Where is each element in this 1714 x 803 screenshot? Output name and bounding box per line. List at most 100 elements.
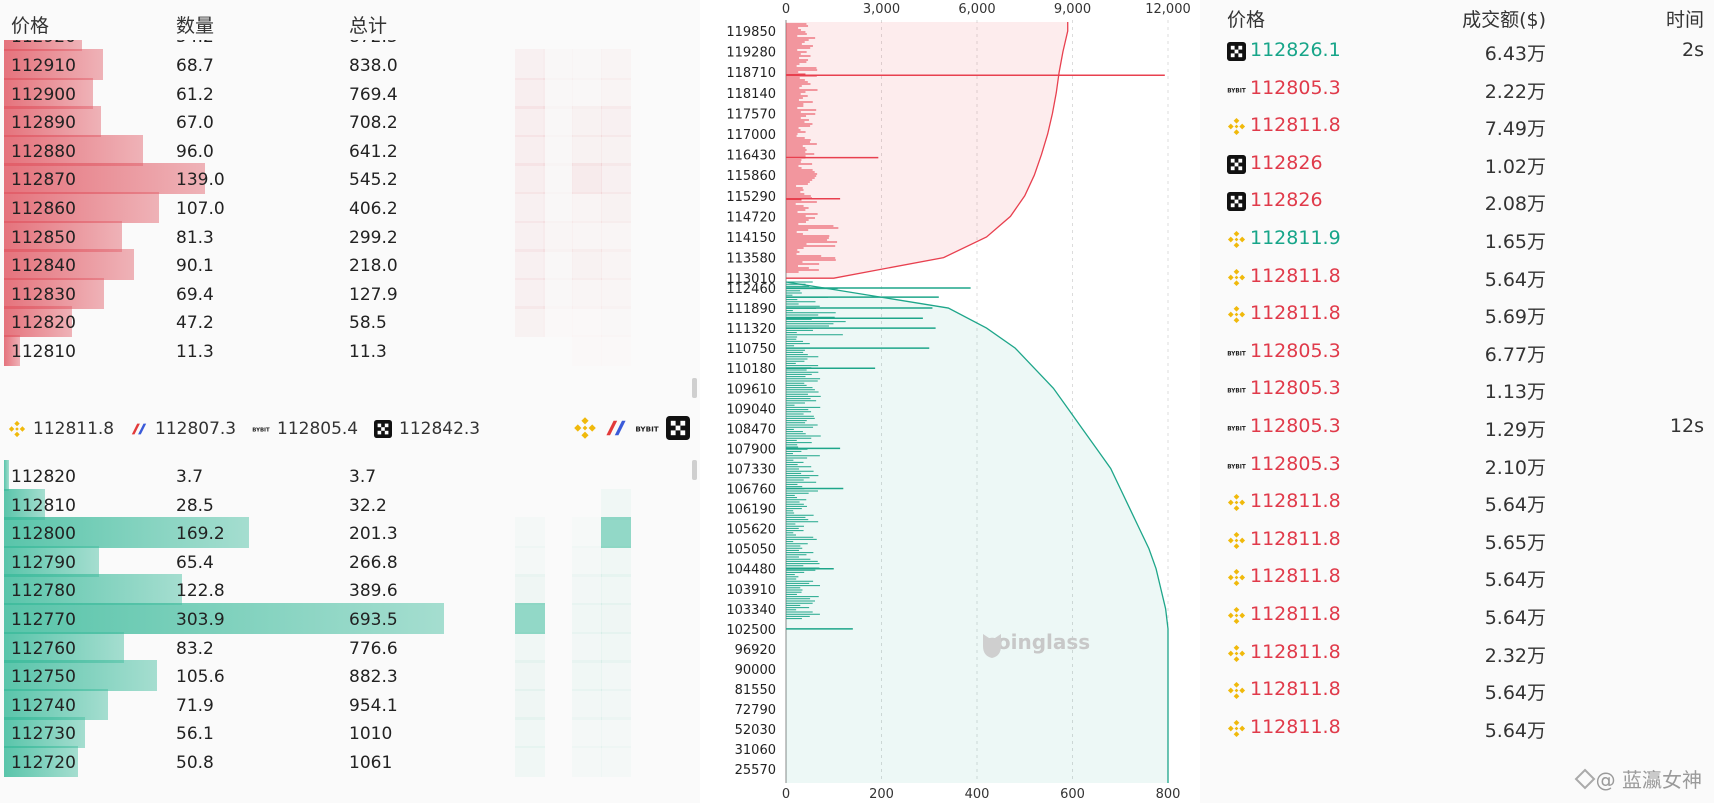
- ask-row[interactable]: 112860 107.0 406.2: [0, 192, 700, 223]
- trade-row[interactable]: 112811.8 2.32万: [1200, 635, 1714, 672]
- bid-depth-bar: [4, 688, 109, 720]
- bybit-icon: BYBIT: [635, 416, 659, 440]
- bybit-icon: BYBIT: [1227, 380, 1246, 399]
- ask-row[interactable]: 112910 68.7 838.0: [0, 49, 700, 80]
- author-signature: @ 蓝瀛女神: [1574, 764, 1702, 793]
- ask-row[interactable]: 112840 90.1 218.0: [0, 249, 700, 281]
- trade-amount: 1.02万: [1484, 155, 1546, 178]
- price-axis-label: 106190: [726, 503, 776, 518]
- ask-row[interactable]: 112890 67.0 708.2: [0, 106, 700, 138]
- ask-exchange-heat-cell: [543, 135, 573, 166]
- trades-header-time: 时间: [1665, 9, 1704, 31]
- ask-exchange-heat-cell: [515, 192, 545, 223]
- ask-row[interactable]: 112880 96.0 641.2: [0, 134, 700, 166]
- top-axis-tick-label: 6,000: [958, 2, 995, 17]
- bid-row[interactable]: 112720 50.8 1061: [0, 746, 700, 777]
- bybit-icon: BYBIT: [1227, 418, 1246, 437]
- bid-row[interactable]: 112740 71.9 954.1: [0, 688, 700, 720]
- trade-row[interactable]: 112811.9 1.65万: [1200, 221, 1714, 258]
- binance-icon: [1227, 305, 1246, 324]
- bid-row[interactable]: 112730 56.1 1010: [0, 717, 700, 749]
- order-book-panel: 价格 数量 总计 11292054.2872.311291068.7838.01…: [0, 0, 700, 803]
- trade-row[interactable]: 112826 1.02万: [1200, 146, 1714, 183]
- trade-row[interactable]: 112811.8 7.49万: [1200, 108, 1714, 145]
- coinglass-watermark: coinglass: [979, 630, 1090, 658]
- trade-price: 112826: [1250, 189, 1323, 212]
- asks-scrollbar[interactable]: [692, 378, 697, 398]
- bids-list[interactable]: 112820 3.7 3.7 112810 28.5 32.2 112800 169.2 201…: [0, 460, 700, 803]
- ask-row[interactable]: 112810 11.3 11.3: [0, 335, 700, 366]
- trade-price: 112811.8: [1250, 490, 1341, 513]
- ask-exchange-heat-cell: [601, 106, 631, 138]
- bid-row[interactable]: 112810 28.5 32.2: [0, 488, 700, 520]
- bid-exchange-heat-cell: [601, 517, 631, 549]
- trade-row[interactable]: BYBIT 112805.3 2.10万: [1200, 447, 1714, 484]
- bid-exchange-heat-cell: [515, 517, 545, 548]
- ask-price: 112880: [11, 141, 76, 162]
- trade-row[interactable]: 112811.8 5.64万: [1200, 559, 1714, 596]
- ask-exchange-heat-cell: [543, 306, 573, 337]
- ask-exchange-heat-cell: [601, 278, 631, 309]
- trade-row[interactable]: 112826 2.08万: [1200, 183, 1714, 220]
- exchange-column-header[interactable]: [570, 413, 600, 443]
- bid-price: 112810: [11, 495, 76, 516]
- ask-row[interactable]: 112850 81.3 299.2: [0, 220, 700, 252]
- ask-exchange-heat-cell: [601, 221, 631, 252]
- bid-exchange-heat-cell: [515, 603, 545, 634]
- ask-exchange-heat-cell: [515, 277, 545, 309]
- price-axis-label: 113010: [726, 272, 776, 287]
- price-axis-label: 118140: [726, 87, 776, 102]
- trade-row[interactable]: BYBIT 112805.3 2.22万: [1200, 71, 1714, 108]
- ask-row-partial[interactable]: 112920 54.2 872.3: [0, 40, 700, 51]
- bottom-axis-tick-label: 0: [782, 787, 790, 802]
- asks-list[interactable]: 112920 54.2 872.3 112910 68.7 838.0 112900 61.2…: [0, 40, 700, 407]
- bid-total: 693.5: [349, 610, 398, 630]
- bid-row[interactable]: 112760 83.2 776.6: [0, 631, 700, 663]
- bid-exchange-heat-cell: [601, 717, 631, 748]
- trade-row[interactable]: 112811.8 5.64万: [1200, 484, 1714, 521]
- ask-row[interactable]: 112830 69.4 127.9: [0, 277, 700, 309]
- bid-row[interactable]: 112780 122.8 389.6: [0, 574, 700, 606]
- bitmex-icon: [130, 420, 148, 438]
- trade-row[interactable]: BYBIT 112805.3 1.29万 12s: [1200, 409, 1714, 446]
- ask-row[interactable]: 112900 61.2 769.4: [0, 77, 700, 109]
- trade-row[interactable]: 112811.8 5.64万: [1200, 672, 1714, 709]
- bid-row[interactable]: 112790 65.4 266.8: [0, 545, 700, 577]
- trade-row[interactable]: BYBIT 112805.3 6.77万: [1200, 334, 1714, 371]
- bid-exchange-heat-cell: [515, 631, 545, 663]
- exchange-column-header[interactable]: [601, 413, 631, 443]
- ask-row[interactable]: 112870 139.0 545.2: [0, 163, 700, 195]
- ask-price: 112920: [11, 40, 76, 47]
- trade-row[interactable]: 112811.8 5.64万: [1200, 710, 1714, 747]
- trade-row[interactable]: 112811.8 5.64万: [1200, 597, 1714, 634]
- bid-exchange-heat-cell: [543, 689, 573, 720]
- ask-exchange-heat-cell: [601, 77, 631, 109]
- ask-exchange-heat-cell: [572, 192, 602, 223]
- trade-row[interactable]: 112811.8 5.69万: [1200, 296, 1714, 333]
- trade-amount: 5.64万: [1484, 569, 1546, 592]
- price-axis-label: 119850: [726, 25, 776, 40]
- trade-price: 112811.8: [1250, 715, 1341, 738]
- trade-row[interactable]: 112811.8 5.65万: [1200, 522, 1714, 559]
- trade-row[interactable]: 112826.1 6.43万 2s: [1200, 33, 1714, 70]
- bid-row[interactable]: 112750 105.6 882.3: [0, 660, 700, 692]
- bid-exchange-heat-cell: [543, 603, 573, 634]
- exchange-column-header[interactable]: [663, 413, 693, 443]
- bid-row[interactable]: 112770 303.9 693.5: [0, 603, 700, 634]
- exchange-column-header[interactable]: BYBIT: [632, 413, 662, 443]
- bid-price: 112820: [11, 467, 76, 487]
- bid-qty: 3.7: [176, 467, 204, 487]
- ask-row[interactable]: 112820 47.2 58.5: [0, 306, 700, 338]
- ask-exchange-heat-cell: [543, 106, 573, 137]
- bids-scrollbar[interactable]: [692, 460, 697, 480]
- bid-cumulative-line: [785, 281, 1169, 783]
- bid-row[interactable]: 112820 3.7 3.7: [0, 460, 700, 491]
- bid-row[interactable]: 112800 169.2 201.3: [0, 517, 700, 549]
- trade-amount: 5.64万: [1484, 607, 1546, 629]
- bid-exchange-heat-cell: [601, 545, 631, 577]
- ask-total: 58.5: [349, 313, 387, 334]
- exchange-price-value: 112807.3: [155, 419, 237, 439]
- trade-row[interactable]: 112811.8 5.64万: [1200, 259, 1714, 296]
- trade-row[interactable]: BYBIT 112805.3 1.13万: [1200, 371, 1714, 408]
- binance-icon: [1227, 719, 1246, 738]
